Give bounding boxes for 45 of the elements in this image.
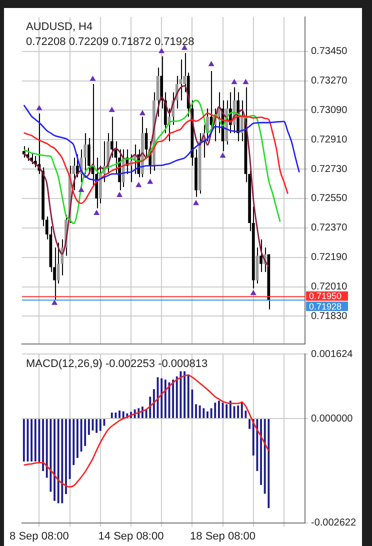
point [116, 192, 122, 197]
y-tick-label: 0.72550 [311, 193, 348, 204]
point [90, 76, 96, 81]
x-tick-label: 18 Sep 08:00 [190, 530, 256, 542]
candlestick [110, 116, 114, 158]
candlestick [260, 238, 262, 273]
point [182, 45, 188, 50]
y-tick-label: 0.72010 [311, 282, 348, 293]
point [109, 107, 115, 112]
y-tick-label: 0.000000 [311, 413, 354, 424]
line-series [23, 104, 300, 182]
y-tick-label: 0.71830 [311, 310, 348, 322]
chart-title: AUDUSD, H4 [26, 21, 93, 33]
y-tick-label: 0.73270 [311, 76, 348, 87]
ref-line-label: 0.71928 [309, 301, 342, 312]
point [220, 152, 226, 158]
point [52, 300, 58, 305]
point [243, 79, 248, 84]
point [36, 106, 42, 110]
point [78, 187, 84, 192]
y-tick-label: -0.002622 [311, 518, 356, 529]
y-tick-label: 0.72190 [311, 252, 348, 264]
point [208, 61, 214, 66]
line-series [23, 100, 281, 224]
point [147, 179, 153, 184]
y-tick-label: 0.72370 [311, 222, 348, 234]
y-tick-label: 0.73450 [311, 46, 348, 58]
y-tick-label: 0.72910 [311, 134, 348, 146]
y-tick-label: 0.73090 [311, 104, 348, 116]
point [140, 110, 146, 116]
point [136, 182, 142, 188]
line-series [23, 374, 270, 488]
point [250, 290, 256, 296]
point [158, 48, 164, 54]
point [232, 79, 237, 84]
x-tick-label: 14 Sep 08:00 [98, 530, 164, 542]
point [94, 210, 100, 215]
line-series [23, 85, 270, 268]
x-tick-label: 8 Sep 08:00 [10, 530, 69, 542]
y-tick-label: 0.72730 [311, 164, 348, 175]
ref-line-label: 0.71950 [309, 291, 342, 302]
y-tick-label: 0.001624 [311, 348, 354, 360]
chart-title: MACD(12,26,9) -0.002253 -0.000813 [26, 358, 208, 370]
text: 0.72208 0.72209 0.71872 0.71928 [26, 36, 194, 48]
point [193, 200, 199, 206]
